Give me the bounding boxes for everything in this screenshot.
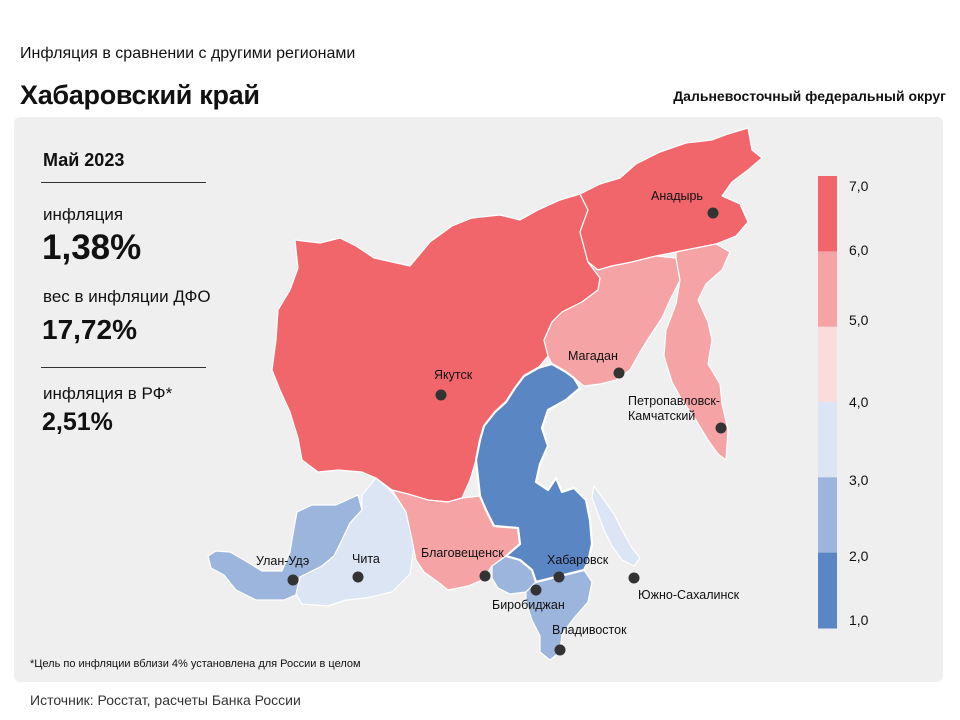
divider-bottom bbox=[41, 367, 206, 368]
divider-top bbox=[41, 182, 206, 183]
city-anadyr[interactable]: Анадырь bbox=[651, 189, 719, 219]
legend-band bbox=[818, 477, 837, 554]
svg-text:Магадан: Магадан bbox=[568, 349, 618, 363]
svg-text:Чита: Чита bbox=[352, 552, 380, 566]
legend-tick-label: 5,0 bbox=[849, 312, 869, 328]
weight-value: 17,72% bbox=[42, 314, 137, 345]
city-birobidzhan[interactable]: Биробиджан bbox=[492, 584, 565, 613]
svg-text:Биробиджан: Биробиджан bbox=[492, 598, 565, 612]
district-title: Дальневосточный федеральный округ bbox=[673, 88, 946, 104]
city-chita[interactable]: Чита bbox=[352, 552, 380, 583]
legend-band bbox=[818, 326, 837, 403]
rf-inflation-value: 2,51% bbox=[42, 408, 113, 436]
city-magadan[interactable]: Магадан bbox=[568, 349, 625, 379]
legend-band bbox=[818, 251, 837, 328]
legend-tick-label: 3,0 bbox=[849, 472, 869, 488]
color-legend: 7,0 6,0 5,0 4,0 3,0 2,0 1,0 bbox=[818, 176, 869, 629]
legend-tick-label: 2,0 bbox=[849, 548, 869, 564]
region-sakhalin[interactable] bbox=[591, 485, 641, 567]
inflation-label: инфляция bbox=[43, 205, 124, 224]
legend-tick-label: 7,0 bbox=[849, 178, 869, 194]
legend-tick-label: 1,0 bbox=[849, 612, 869, 628]
svg-text:Хабаровск: Хабаровск bbox=[547, 553, 609, 567]
city-blagoveshchensk[interactable]: Благовещенск bbox=[421, 546, 504, 582]
source-note: Источник: Росстат, расчеты Банка России bbox=[30, 692, 301, 708]
city-petropavlovsk[interactable]: Петропавловск-Камчатский bbox=[628, 394, 727, 434]
page-subtitle: Инфляция в сравнении с другими регионами bbox=[20, 45, 356, 62]
city-ulan-ude[interactable]: Улан-Удэ bbox=[256, 554, 309, 586]
region-kamchatka[interactable] bbox=[663, 243, 731, 461]
rf-inflation-label: инфляция в РФ* bbox=[43, 384, 173, 403]
city-label-petropavlovsk: Петропавловск-Камчатский bbox=[628, 394, 720, 423]
city-vladivostok[interactable]: Владивосток bbox=[552, 623, 627, 656]
svg-text:Якутск: Якутск bbox=[434, 368, 473, 382]
svg-text:Улан-Удэ: Улан-Удэ bbox=[256, 554, 309, 568]
city-yakutsk[interactable]: Якутск bbox=[434, 368, 473, 401]
city-khabarovsk[interactable]: Хабаровск bbox=[547, 553, 609, 583]
page-title: Хабаровский край bbox=[20, 80, 260, 110]
inflation-value: 1,38% bbox=[42, 228, 142, 267]
period-label: Май 2023 bbox=[43, 150, 125, 170]
svg-text:Благовещенск: Благовещенск bbox=[421, 546, 504, 560]
svg-text:Владивосток: Владивосток bbox=[552, 623, 627, 637]
svg-text:Южно-Сахалинск: Южно-Сахалинск bbox=[638, 588, 740, 602]
weight-label: вес в инфляции ДФО bbox=[43, 287, 211, 306]
footnote: *Цель по инфляции вблизи 4% установлена … bbox=[30, 658, 361, 670]
legend-band bbox=[818, 176, 837, 252]
legend-band bbox=[818, 402, 837, 478]
legend-band bbox=[818, 552, 837, 629]
svg-text:Анадырь: Анадырь bbox=[651, 189, 703, 203]
city-yuzhno-sakhalinsk[interactable]: Южно-Сахалинск bbox=[628, 572, 740, 603]
legend-tick-label: 4,0 bbox=[849, 394, 869, 410]
legend-tick-label: 6,0 bbox=[849, 242, 869, 258]
region-khabarovsk[interactable] bbox=[474, 362, 594, 584]
